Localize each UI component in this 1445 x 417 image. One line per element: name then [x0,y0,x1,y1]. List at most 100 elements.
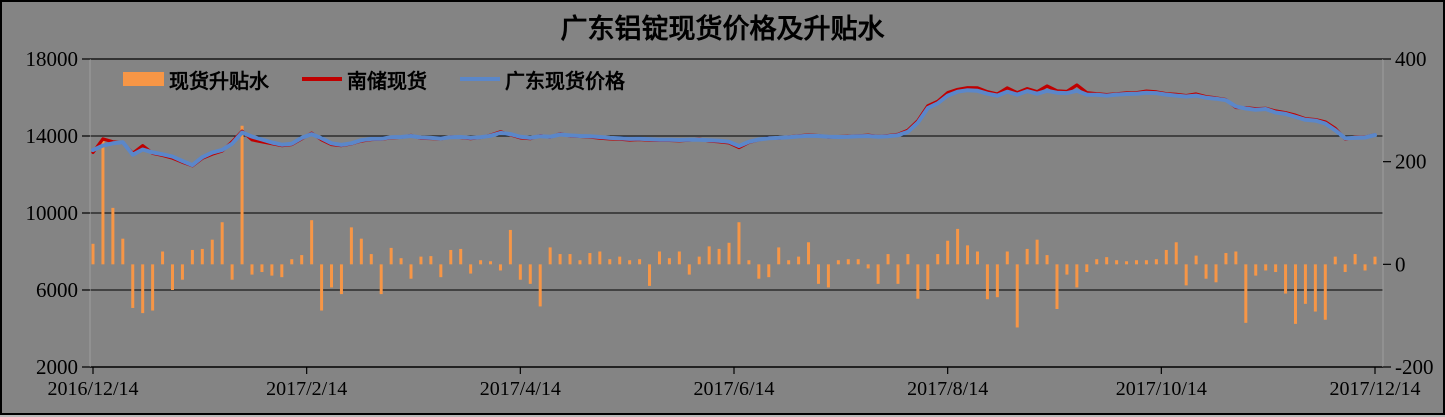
premium-bar [330,264,334,288]
legend-label-nanchu: 南储现货 [347,70,427,93]
premium-bar [439,264,443,278]
premium-bar [1015,264,1019,328]
premium-bar [409,264,413,279]
legend-item-nanchu: 南储现货 [302,66,427,93]
premium-bar [538,264,542,307]
premium-bar [1204,264,1208,279]
x-tick-label: 2017/2/14 [266,378,347,400]
legend-swatch-guangdong-line [460,77,500,81]
premium-bar [1085,264,1089,273]
legend-item-guangdong: 广东现货价格 [460,66,625,93]
legend-item-premium: 现货升贴水 [123,66,269,93]
x-tick-label: 2017/12/14 [1329,378,1420,400]
premium-bar [270,264,274,276]
premium-bar [429,256,433,265]
legend-swatch-nanchu-line [302,77,342,81]
premium-bar [866,264,870,269]
premium-bar [1264,264,1268,271]
premium-bar [777,247,781,265]
y-left-tick-label: 6000 [36,278,78,302]
premium-bar [548,247,552,265]
premium-bar [339,264,343,295]
premium-bar [1284,264,1288,294]
premium-bar [667,258,671,265]
premium-bar [1125,261,1129,265]
premium-bar [1363,264,1367,271]
premium-bar [966,245,970,265]
premium-bar [419,256,423,265]
premium-bar [797,256,801,265]
premium-bar [220,222,224,265]
premium-bar [121,238,125,265]
premium-bar [399,258,403,265]
y-right-tick-label: 0 [1395,252,1406,276]
premium-bar [1244,264,1248,323]
premium-bar [1075,264,1079,288]
premium-bar [568,254,572,265]
premium-bar [747,260,751,265]
premium-bar [677,251,681,265]
premium-bar [469,264,473,274]
premium-bar [787,260,791,265]
premium-bar [200,248,204,265]
premium-bar [1134,260,1138,265]
premium-bar [707,246,711,265]
premium-bar [608,259,612,265]
y-left-tick-label: 14000 [26,124,79,148]
premium-bar [1025,248,1029,265]
premium-bar [389,247,393,265]
premium-bar [1303,264,1307,304]
premium-bar [151,264,155,311]
premium-bar [836,260,840,265]
premium-bar [1005,251,1009,265]
premium-bar [1045,255,1049,265]
premium-bar [171,264,175,290]
premium-bar [896,264,900,284]
premium-bar [995,264,999,298]
premium-bar [161,251,165,265]
x-tick-label: 2016/12/14 [47,378,138,400]
y-right-tick-label: -200 [1395,355,1434,379]
legend-swatch-premium-bar [123,72,164,86]
premium-bar [1254,264,1258,276]
premium-bar [1144,260,1148,265]
premium-bar [886,254,890,265]
premium-bar [369,254,373,265]
premium-bar [1154,259,1158,265]
premium-bar [1035,239,1039,265]
premium-bar [598,251,602,265]
premium-bar [131,264,135,308]
premium-bar [737,222,741,265]
premium-bar [489,261,493,265]
legend-label-premium: 现货升贴水 [169,70,269,93]
premium-bar [508,229,512,265]
premium-bar [449,249,453,265]
premium-bar [956,228,960,265]
premium-bar [518,264,522,280]
premium-bar [210,239,214,265]
premium-bar [1115,260,1119,265]
premium-bar [1164,249,1168,265]
y-right-tick-label: 200 [1395,150,1427,174]
y-left-tick-label: 10000 [26,201,79,225]
premium-bar [280,264,284,278]
premium-bar [101,141,105,265]
premium-bar [1214,264,1218,283]
premium-bar [657,251,661,265]
premium-bar [1343,264,1347,273]
y-left-tick-label: 18000 [26,47,79,71]
premium-bar [1184,264,1188,286]
premium-bar [628,260,632,265]
premium-bar [459,248,463,265]
premium-bar [1194,255,1198,265]
premium-bar [687,264,691,275]
premium-bar [846,259,850,265]
y-left-tick-label: 2000 [36,355,78,379]
premium-bar [310,220,314,265]
premium-bar [648,264,652,286]
premium-bar [816,264,820,284]
premium-bar [1065,264,1069,275]
premium-bar [1274,264,1278,273]
premium-bar [230,264,234,280]
